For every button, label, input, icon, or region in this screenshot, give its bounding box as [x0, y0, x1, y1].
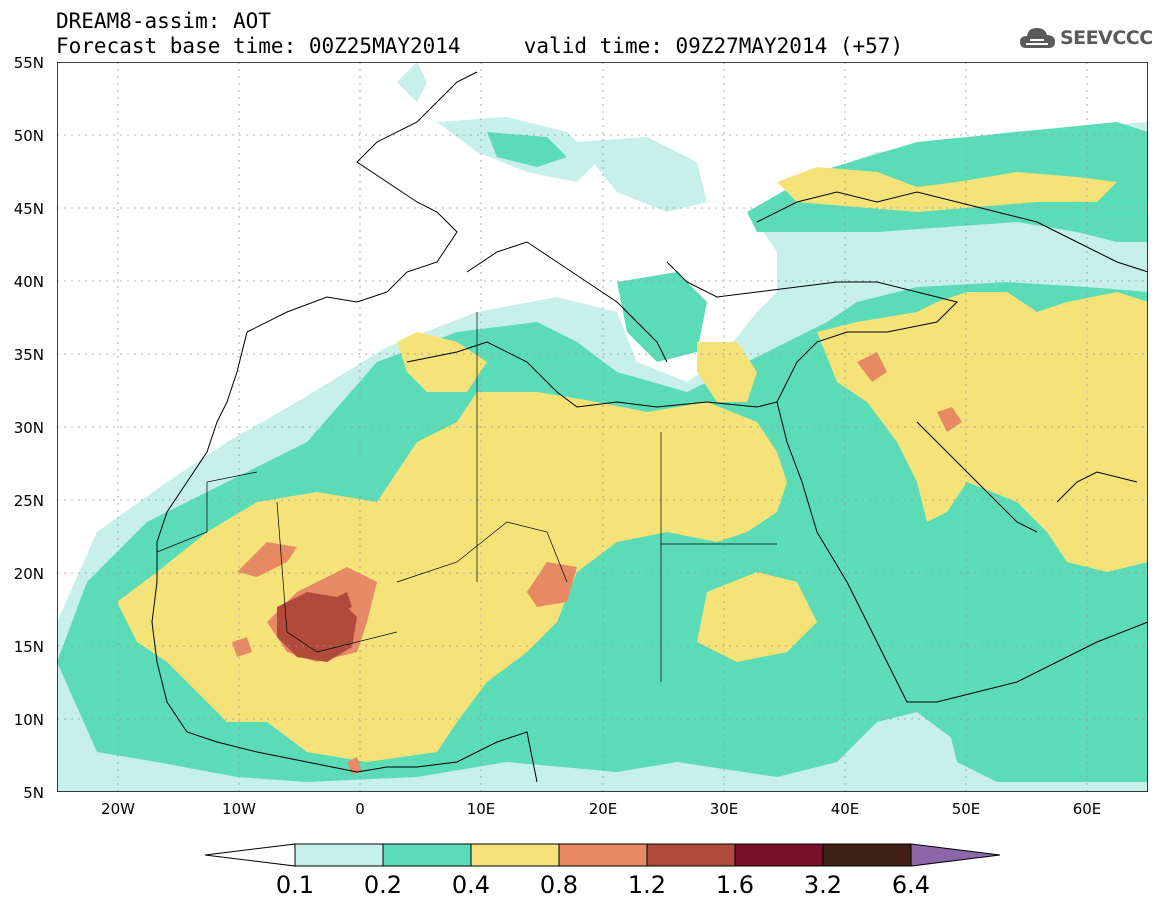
- colorbar-seg-0.8: [558, 843, 648, 867]
- aot-colorbar: [205, 843, 1000, 867]
- forecast-time-line: Forecast base time: 00Z25MAY2014 valid t…: [56, 34, 904, 58]
- colorbar-seg-3.2: [822, 843, 912, 867]
- map-title: DREAM8-assim: AOT: [56, 9, 271, 33]
- lon-label-50e: 50E: [951, 800, 981, 818]
- lat-label-20n: 20N: [13, 565, 44, 583]
- colorbar-label-3.2: 3.2: [803, 871, 843, 899]
- colorbar-seg-1.2: [646, 843, 736, 867]
- lat-label-25n: 25N: [13, 492, 44, 510]
- colorbar-seg-0.4: [470, 843, 560, 867]
- coastlines: [151, 71, 1148, 783]
- lat-label-10n: 10N: [13, 711, 44, 729]
- colorbar-label-0.8: 0.8: [539, 871, 579, 899]
- aot-map: [57, 62, 1148, 792]
- lat-label-5n: 5N: [23, 784, 44, 802]
- aot-contours: [57, 62, 1148, 792]
- colorbar-label-0.2: 0.2: [363, 871, 403, 899]
- colorbar-seg-0.1: [294, 843, 384, 867]
- colorbar-seg-1.6: [734, 843, 824, 867]
- colorbar-label-0.1: 0.1: [275, 871, 315, 899]
- lat-label-55n: 55N: [13, 54, 44, 72]
- lat-label-50n: 50N: [13, 127, 44, 145]
- colorbar-max-arrow: [910, 843, 1000, 867]
- lon-label-0: 0: [355, 800, 365, 818]
- colorbar-label-6.4: 6.4: [891, 871, 931, 899]
- aot-level-1.2: [277, 592, 357, 662]
- lat-label-45n: 45N: [13, 200, 44, 218]
- lat-label-35n: 35N: [13, 346, 44, 364]
- lon-label-30e: 30E: [709, 800, 739, 818]
- colorbar-label-0.4: 0.4: [451, 871, 491, 899]
- cloud-icon: [1020, 28, 1055, 48]
- lon-label-20w: 20W: [101, 800, 135, 818]
- logo-text: SEEVCCC: [1060, 27, 1153, 49]
- lat-label-30n: 30N: [13, 419, 44, 437]
- colorbar-seg-0.2: [382, 843, 472, 867]
- map-gridlines: [57, 62, 1148, 792]
- colorbar-min-arrow: [205, 843, 296, 867]
- lon-label-40e: 40E: [830, 800, 860, 818]
- lon-label-10e: 10E: [466, 800, 496, 818]
- colorbar-label-1.6: 1.6: [715, 871, 755, 899]
- aot-level-0.4: [117, 167, 1148, 762]
- country-borders: [156, 312, 777, 682]
- lon-label-20e: 20E: [588, 800, 618, 818]
- colorbar-label-1.2: 1.2: [627, 871, 667, 899]
- lon-label-60e: 60E: [1072, 800, 1102, 818]
- seevccc-logo: SEEVCCC: [1018, 22, 1158, 56]
- lat-label-40n: 40N: [13, 273, 44, 291]
- lon-label-10w: 10W: [222, 800, 256, 818]
- lat-label-15n: 15N: [13, 638, 44, 656]
